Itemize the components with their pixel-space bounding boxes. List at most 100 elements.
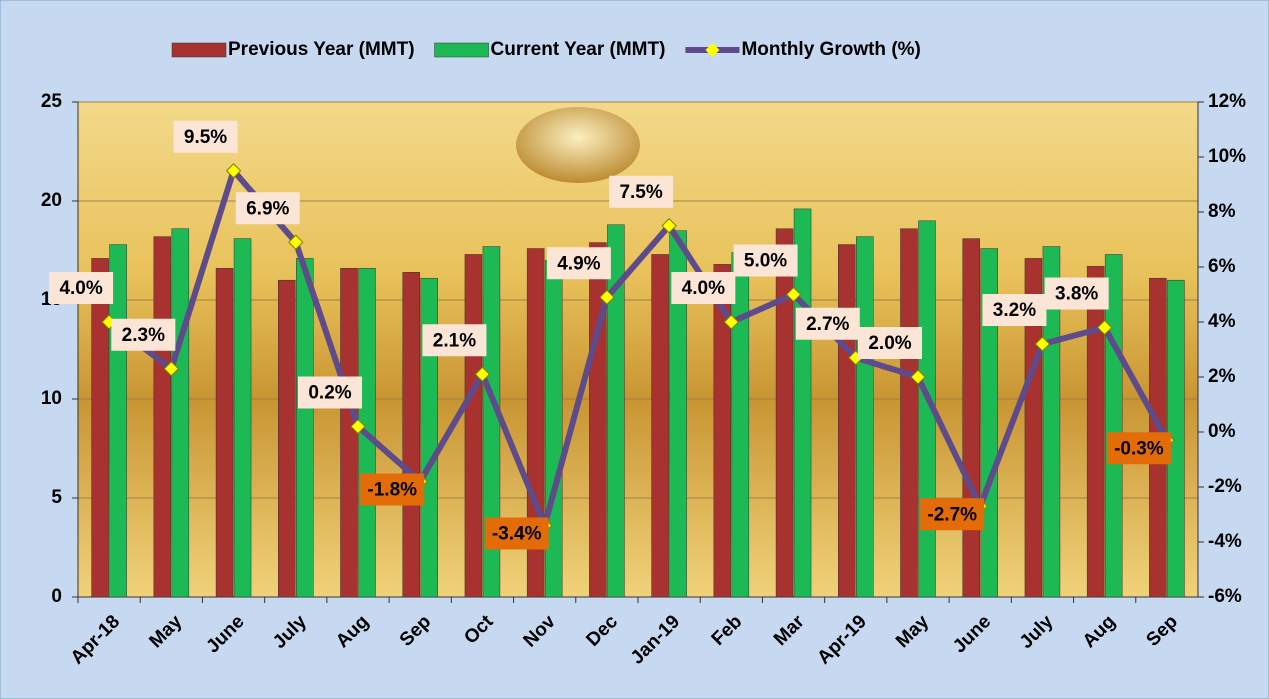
marker bbox=[723, 314, 740, 330]
bar bbox=[607, 224, 625, 598]
bar bbox=[713, 264, 732, 598]
data-label: 3.8% bbox=[1055, 284, 1098, 305]
data-label: 3.2% bbox=[993, 300, 1036, 321]
data-label-box bbox=[671, 272, 736, 304]
marker bbox=[599, 289, 615, 305]
data-label-group: 4.0% bbox=[671, 272, 736, 304]
data-label-group: 9.5% bbox=[173, 120, 238, 153]
y-tick-label: 0 bbox=[51, 586, 62, 607]
data-label-group: 7.5% bbox=[609, 175, 674, 208]
data-label-group: -1.8% bbox=[360, 473, 425, 506]
data-label-group: 2.7% bbox=[795, 307, 860, 340]
data-label: -0.3% bbox=[1114, 438, 1164, 459]
data-label: -3.4% bbox=[492, 524, 542, 545]
data-label: 6.9% bbox=[246, 198, 289, 219]
data-label-box bbox=[298, 376, 362, 409]
marker bbox=[350, 418, 366, 435]
marker bbox=[225, 163, 242, 179]
bar bbox=[215, 268, 234, 598]
data-label-box bbox=[920, 498, 985, 531]
data-label-box bbox=[795, 307, 860, 340]
data-label-box bbox=[111, 318, 176, 351]
data-label: 4.0% bbox=[59, 278, 102, 299]
data-label-group: 2.1% bbox=[422, 324, 487, 357]
marker bbox=[1034, 336, 1051, 352]
y2-tick-label: -4% bbox=[1208, 531, 1242, 552]
marker bbox=[163, 361, 180, 377]
data-label-box bbox=[733, 244, 798, 277]
bar bbox=[340, 268, 358, 598]
bar bbox=[1086, 266, 1105, 598]
data-label-group: 0.2% bbox=[298, 376, 362, 409]
data-label: 2.0% bbox=[868, 333, 911, 354]
data-label-box bbox=[858, 327, 922, 359]
marker bbox=[910, 369, 926, 385]
data-label-group: -3.4% bbox=[484, 517, 549, 550]
legend-label: Previous Year (MMT) bbox=[228, 39, 415, 60]
bar bbox=[856, 236, 874, 598]
data-label-group: 2.0% bbox=[858, 327, 922, 359]
data-label-box bbox=[982, 294, 1047, 326]
y2-tick-label: 6% bbox=[1208, 256, 1236, 277]
legend-swatch bbox=[434, 42, 489, 58]
y2-tick-label: -6% bbox=[1208, 586, 1242, 607]
data-label: 2.1% bbox=[433, 330, 476, 351]
bar bbox=[731, 252, 750, 598]
data-label-group: 6.9% bbox=[235, 192, 300, 225]
bar bbox=[171, 228, 190, 598]
bar bbox=[900, 228, 918, 598]
data-label-group: -2.7% bbox=[920, 498, 985, 531]
legend-label: Monthly Growth (%) bbox=[741, 39, 920, 60]
bar bbox=[153, 236, 172, 598]
bar bbox=[669, 230, 687, 598]
bar bbox=[962, 238, 980, 598]
data-label-box bbox=[360, 473, 425, 506]
bar bbox=[402, 272, 420, 598]
data-label: -1.8% bbox=[367, 480, 417, 501]
data-label-box bbox=[609, 175, 674, 208]
data-label-group: 4.9% bbox=[546, 247, 611, 280]
bar bbox=[980, 248, 998, 598]
bar bbox=[296, 258, 314, 598]
y2-tick-label: 4% bbox=[1208, 311, 1236, 332]
data-label-box bbox=[235, 192, 300, 225]
bar bbox=[838, 244, 856, 598]
y2-tick-label: 2% bbox=[1208, 366, 1236, 387]
data-label: 7.5% bbox=[619, 182, 662, 203]
bar bbox=[589, 242, 607, 598]
data-label-group: 4.0% bbox=[49, 272, 114, 304]
data-label-box bbox=[1044, 277, 1109, 310]
marker bbox=[1096, 319, 1113, 336]
y2-tick-label: 0% bbox=[1208, 421, 1236, 442]
bar bbox=[464, 254, 483, 598]
data-label-group: 3.8% bbox=[1044, 277, 1109, 310]
y2-tick-label: 10% bbox=[1208, 146, 1246, 167]
y-tick-label: 25 bbox=[41, 91, 63, 112]
decoration bbox=[516, 107, 640, 183]
legend-marker bbox=[705, 43, 720, 57]
bar bbox=[91, 258, 109, 598]
data-label-box bbox=[484, 517, 549, 550]
bar bbox=[1042, 246, 1061, 598]
bar bbox=[651, 254, 669, 598]
line bbox=[107, 167, 1170, 529]
y2-tick-label: 12% bbox=[1208, 91, 1246, 112]
marker bbox=[661, 218, 677, 234]
marker bbox=[474, 366, 491, 382]
data-label-group: 2.3% bbox=[111, 318, 176, 351]
marker bbox=[785, 286, 802, 303]
data-label: 2.3% bbox=[122, 325, 165, 346]
data-label: 0.2% bbox=[308, 383, 351, 404]
data-label-box bbox=[422, 324, 487, 357]
bar bbox=[278, 279, 296, 598]
data-label: 9.5% bbox=[184, 127, 227, 148]
data-label: 4.9% bbox=[557, 253, 600, 274]
y2-tick-label: 8% bbox=[1208, 201, 1236, 222]
data-label: 4.0% bbox=[682, 278, 725, 299]
y-tick-label: 5 bbox=[51, 487, 62, 508]
data-label-group: 3.2% bbox=[982, 294, 1047, 326]
marker bbox=[288, 234, 304, 250]
bar bbox=[233, 238, 252, 598]
legend-swatch bbox=[171, 42, 227, 58]
